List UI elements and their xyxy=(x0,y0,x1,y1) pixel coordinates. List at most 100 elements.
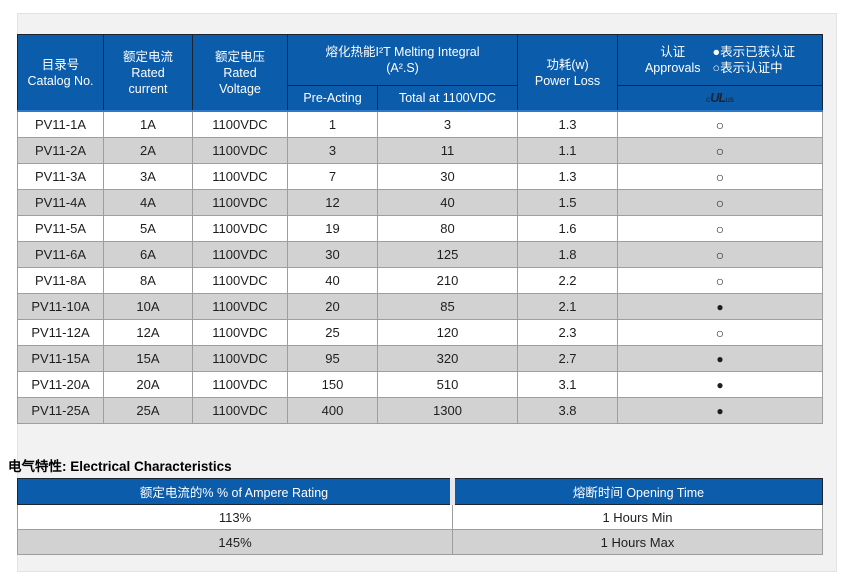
table-row: PV11-20A 20A 1100VDC 150 510 3.1 ● xyxy=(17,371,824,398)
opening-time-cell: 1 Hours Min xyxy=(452,504,823,530)
cul-us-certification-icon: c UL us xyxy=(706,90,734,105)
catalog-no-cell: PV11-20A xyxy=(17,371,104,398)
header-power-zh: 功耗(w) xyxy=(546,57,589,72)
header-pre-acting-label: Pre-Acting xyxy=(303,91,362,105)
power-loss-cell: 1.3 xyxy=(517,163,619,190)
header-voltage-en2: Voltage xyxy=(219,81,261,96)
header-current-zh: 额定电流 xyxy=(122,49,173,64)
approval-status-cell: ○ xyxy=(617,189,824,216)
header-rated-voltage: 额定电压 Rated Voltage xyxy=(192,34,288,112)
total-i2t-cell: 210 xyxy=(376,267,519,294)
pre-acting-cell: 1 xyxy=(287,110,378,138)
ul-mark-cell: c UL us xyxy=(617,85,824,112)
approval-status-cell: ○ xyxy=(617,267,824,294)
header-power-loss: 功耗(w) Power Loss xyxy=(517,34,619,112)
rated-voltage-cell: 1100VDC xyxy=(192,319,288,346)
catalog-no-cell: PV11-6A xyxy=(17,241,104,268)
table-row: PV11-8A 8A 1100VDC 40 210 2.2 ○ xyxy=(17,267,824,294)
catalog-no-cell: PV11-4A xyxy=(17,189,104,216)
catalog-no-cell: PV11-25A xyxy=(17,397,104,424)
legend-certified: ●表示已获认证 xyxy=(712,45,796,59)
power-loss-cell: 2.1 xyxy=(517,293,619,320)
rated-current-cell: 6A xyxy=(103,241,193,268)
ratings-table-header: 目录号 Catalog No. 额定电流 Rated current 额定电压 … xyxy=(17,34,824,112)
table-row: PV11-5A 5A 1100VDC 19 80 1.6 ○ xyxy=(17,215,824,242)
approval-status-cell: ● xyxy=(617,345,824,372)
rated-current-cell: 15A xyxy=(103,345,193,372)
rated-voltage-cell: 1100VDC xyxy=(192,371,288,398)
total-i2t-cell: 80 xyxy=(376,215,519,242)
ratings-table-body: PV11-1A 1A 1100VDC 1 3 1.3 ○ PV11-2A 2A … xyxy=(17,110,824,424)
header-rated-current: 额定电流 Rated current xyxy=(103,34,193,112)
table-row: PV11-6A 6A 1100VDC 30 125 1.8 ○ xyxy=(17,241,824,268)
power-loss-cell: 2.3 xyxy=(517,319,619,346)
power-loss-cell: 1.1 xyxy=(517,137,619,164)
header-pre-acting: Pre-Acting xyxy=(287,85,378,112)
catalog-no-cell: PV11-3A xyxy=(17,163,104,190)
percent-cell: 113% xyxy=(17,504,453,530)
table-row: PV11-4A 4A 1100VDC 12 40 1.5 ○ xyxy=(17,189,824,216)
pre-acting-cell: 150 xyxy=(287,371,378,398)
rated-current-cell: 1A xyxy=(103,110,193,138)
power-loss-cell: 1.3 xyxy=(517,110,619,138)
pre-acting-cell: 3 xyxy=(287,137,378,164)
table-row: PV11-12A 12A 1100VDC 25 120 2.3 ○ xyxy=(17,319,824,346)
power-loss-cell: 1.5 xyxy=(517,189,619,216)
total-i2t-cell: 120 xyxy=(376,319,519,346)
table-row: 113% 1 Hours Min xyxy=(17,504,823,530)
electrical-characteristics-table: 额定电流的% % of Ampere Rating 熔断时间 Opening T… xyxy=(17,478,823,555)
total-i2t-cell: 320 xyxy=(376,345,519,372)
header-approvals-en: Approvals xyxy=(644,61,701,75)
rated-current-cell: 20A xyxy=(103,371,193,398)
power-loss-cell: 3.8 xyxy=(517,397,619,424)
rated-voltage-cell: 1100VDC xyxy=(192,163,288,190)
table-row: PV11-3A 3A 1100VDC 7 30 1.3 ○ xyxy=(17,163,824,190)
header-catalog-zh: 目录号 xyxy=(41,57,80,72)
opening-time-cell: 1 Hours Max xyxy=(452,529,823,555)
approval-status-cell: ○ xyxy=(617,319,824,346)
power-loss-cell: 1.6 xyxy=(517,215,619,242)
catalog-no-cell: PV11-10A xyxy=(17,293,104,320)
header-melting-integral: 熔化热能I²T Melting Integral (A².S) xyxy=(286,34,519,86)
catalog-no-cell: PV11-15A xyxy=(17,345,104,372)
rated-current-cell: 3A xyxy=(103,163,193,190)
header-approvals-zh: 认证 xyxy=(660,45,686,59)
rated-current-cell: 10A xyxy=(103,293,193,320)
rated-current-cell: 2A xyxy=(103,137,193,164)
header-power-en: Power Loss xyxy=(534,73,601,88)
total-i2t-cell: 125 xyxy=(376,241,519,268)
total-i2t-cell: 510 xyxy=(376,371,519,398)
pre-acting-cell: 7 xyxy=(287,163,378,190)
catalog-no-cell: PV11-8A xyxy=(17,267,104,294)
section-title: 电气特性: Electrical Characteristics xyxy=(8,455,232,475)
approval-status-cell: ● xyxy=(617,371,824,398)
catalog-no-cell: PV11-12A xyxy=(17,319,104,346)
catalog-no-cell: PV11-1A xyxy=(17,110,104,138)
electrical-table-header: 额定电流的% % of Ampere Rating 熔断时间 Opening T… xyxy=(17,478,823,505)
pre-acting-cell: 30 xyxy=(287,241,378,268)
catalog-no-cell: PV11-5A xyxy=(17,215,104,242)
rated-current-cell: 5A xyxy=(103,215,193,242)
header-approvals: 认证 Approvals ●表示已获认证 ○表示认证中 xyxy=(617,34,824,86)
approval-status-cell: ○ xyxy=(617,137,824,164)
rated-voltage-cell: 1100VDC xyxy=(192,267,288,294)
pre-acting-cell: 95 xyxy=(287,345,378,372)
power-loss-cell: 3.1 xyxy=(517,371,619,398)
rated-voltage-cell: 1100VDC xyxy=(192,110,288,138)
electrical-table-body: 113% 1 Hours Min 145% 1 Hours Max xyxy=(17,504,823,555)
rated-voltage-cell: 1100VDC xyxy=(192,241,288,268)
pre-acting-cell: 12 xyxy=(287,189,378,216)
approval-status-cell: ○ xyxy=(617,163,824,190)
percent-cell: 145% xyxy=(17,529,453,555)
pre-acting-cell: 400 xyxy=(287,397,378,424)
section-title-zh: 电气特性: xyxy=(8,459,67,474)
power-loss-cell: 2.7 xyxy=(517,345,619,372)
total-i2t-cell: 85 xyxy=(376,293,519,320)
catalog-no-cell: PV11-2A xyxy=(17,137,104,164)
approvals-legend: ●表示已获认证 ○表示认证中 xyxy=(713,44,796,76)
header-current-en1: Rated xyxy=(131,65,165,80)
header-percent-ampere-rating: 额定电流的% % of Ampere Rating xyxy=(17,478,453,505)
legend-pending: ○表示认证中 xyxy=(712,61,783,75)
pre-acting-cell: 19 xyxy=(287,215,378,242)
total-i2t-cell: 1300 xyxy=(376,397,519,424)
